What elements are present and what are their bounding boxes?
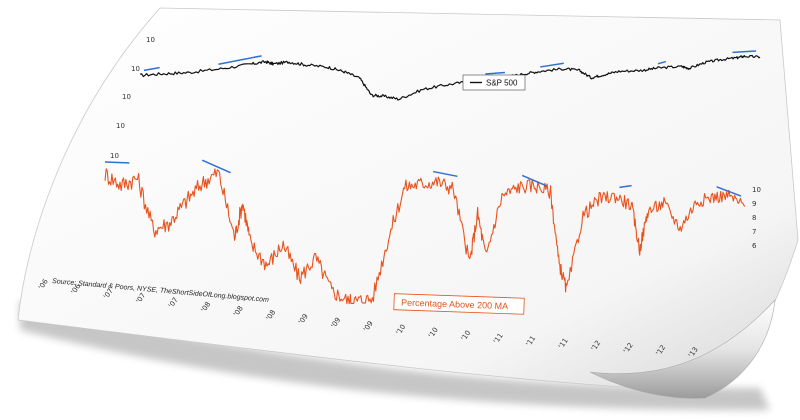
trend-accent-line [716, 186, 742, 197]
left-tick-label: 10 [116, 122, 125, 130]
trend-accent-line [732, 50, 757, 54]
trend-accent-line [657, 60, 667, 65]
right-tick-label: 9 [752, 200, 756, 208]
legend-box [462, 74, 526, 91]
left-tick-label: 10 [131, 65, 140, 73]
right-tick-label: 6 [752, 242, 757, 250]
left-axis-ticks: 10 10 10 10 10 [110, 36, 155, 160]
right-tick-label: 8 [752, 214, 756, 222]
trend-accent-line [143, 66, 160, 72]
left-tick-label: 10 [122, 93, 131, 101]
pct-label-box [393, 293, 525, 315]
legend: S&P 500 [462, 74, 526, 91]
trend-accent-line [540, 62, 564, 68]
right-tick-label: 7 [752, 228, 756, 236]
trend-accent-line [201, 159, 231, 174]
right-axis-ticks: 10 9 8 7 6 [752, 186, 761, 250]
trend-accent-line [521, 174, 547, 187]
pct-label-group: Percentage Above 200 MA [393, 293, 525, 315]
trend-accent-line [104, 161, 130, 164]
paper-curl [589, 299, 776, 399]
left-tick-label: 10 [110, 152, 119, 160]
pct-above-200ma-line [104, 168, 746, 305]
right-tick-label: 10 [752, 186, 761, 194]
page-shadow [20, 300, 770, 411]
trend-accent-lines [104, 50, 757, 197]
pct-series-label: Percentage Above 200 MA [401, 297, 508, 311]
trend-accent-line [619, 184, 632, 189]
trend-accent-line [432, 170, 458, 178]
legend-label: S&P 500 [486, 79, 518, 88]
trend-accent-line [218, 55, 262, 65]
trend-accent-line [485, 71, 505, 75]
left-tick-label: 10 [146, 36, 155, 44]
